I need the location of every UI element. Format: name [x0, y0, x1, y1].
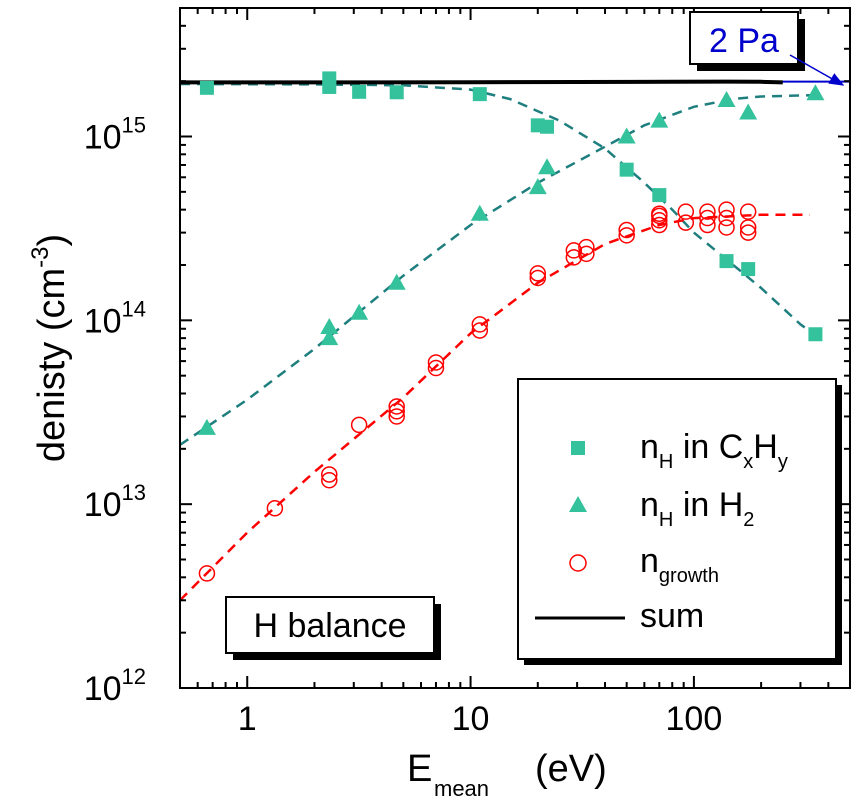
svg-text:mean: mean [434, 776, 489, 801]
y-tick-label: 1015 [84, 112, 146, 156]
marker-ngrowth [677, 203, 695, 220]
sum-line [180, 79, 783, 85]
marker-nH_CxHy [352, 84, 367, 99]
svg-text:2 Pa: 2 Pa [709, 22, 779, 60]
svg-text:nH in H2: nH in H2 [640, 486, 754, 531]
marker-ngrowth [739, 219, 757, 236]
marker-ngrowth [529, 265, 547, 282]
axis-ticks [179, 7, 851, 689]
x-tick-label: 10 [452, 700, 490, 738]
legend-triangle-marker [569, 496, 587, 512]
marker-ngrowth [388, 403, 405, 420]
marker-ngrowth [677, 214, 695, 231]
y-tick-labels: 1012 1013 1014 1015 [84, 112, 146, 708]
marker-nH_H2 [528, 178, 547, 195]
pressure-annotation: 2 Pa [689, 11, 845, 86]
x-tick-label: 1 [238, 700, 257, 738]
svg-text:denisty (cm-3): denisty (cm-3) [27, 234, 73, 462]
marker-ngrowth [565, 249, 583, 266]
marker-ngrowth [266, 500, 284, 517]
marker-ngrowth [578, 238, 595, 256]
svg-text:H balance: H balance [253, 607, 406, 645]
marker-nH_CxHy [199, 80, 214, 95]
marker-nH_H2 [320, 329, 339, 346]
svg-text:E: E [407, 748, 432, 790]
marker-ngrowth [718, 219, 735, 236]
y-tick-label: 1014 [84, 296, 146, 340]
marker-ngrowth [471, 316, 489, 333]
marker-nH_CxHy [540, 119, 555, 134]
marker-ngrowth [651, 205, 668, 222]
marker-nH_H2 [470, 204, 489, 221]
legend: nH in CxHy nH in H2 ngrowth sum [517, 378, 842, 665]
y-tick-label: 1012 [84, 664, 146, 708]
marker-nH_CxHy [741, 262, 756, 277]
marker-nH_CxHy [472, 87, 487, 102]
marker-ngrowth [578, 245, 595, 263]
marker-nH_CxHy [322, 79, 337, 94]
marker-ngrowth [350, 416, 368, 434]
marker-nH_H2 [739, 103, 758, 120]
y-axis-label: denisty (cm-3) [27, 234, 73, 462]
legend-circle-marker [569, 554, 587, 572]
marker-ngrowth [529, 269, 547, 287]
legend-square-marker [571, 441, 585, 455]
x-tick-labels: 1 10 100 [238, 700, 722, 738]
y-tick-label: 1013 [84, 480, 146, 524]
marker-ngrowth [427, 354, 445, 371]
marker-ngrowth [565, 242, 583, 259]
marker-ngrowth [471, 322, 489, 339]
svg-text:nH in CxHy: nH in CxHy [640, 428, 788, 473]
legend-entry-nH-CxHy: nH in CxHy [571, 428, 788, 473]
marker-nH_H2 [197, 418, 216, 435]
legend-entry-nH-H2: nH in H2 [569, 486, 754, 531]
marker-ngrowth [651, 212, 668, 229]
marker-ngrowth [699, 209, 716, 227]
legend-entry-sum: sum [535, 597, 704, 635]
legend-entry-ngrowth: ngrowth [569, 542, 719, 587]
marker-ngrowth [427, 359, 445, 377]
x-tick-label: 100 [666, 700, 723, 738]
marker-nH_H2 [387, 273, 406, 290]
marker-nH_CxHy [719, 254, 734, 269]
x-axis-label: E mean (eV) [407, 748, 607, 801]
marker-ngrowth [321, 466, 338, 483]
data-markers [197, 71, 825, 582]
marker-nH_H2 [538, 158, 557, 175]
fit-curve-fit_CxHy [180, 82, 817, 337]
fit-curve-fit_growth [180, 213, 810, 602]
marker-nH_H2 [806, 84, 825, 101]
marker-ngrowth [739, 203, 757, 220]
marker-ngrowth [699, 203, 716, 220]
svg-text:(eV): (eV) [535, 748, 607, 790]
marker-nH_CxHy [619, 162, 634, 177]
marker-ngrowth [651, 216, 668, 234]
fit-curve-fit_H2 [180, 93, 816, 446]
marker-ngrowth [321, 471, 338, 489]
marker-nH_H2 [320, 317, 339, 334]
marker-nH_CxHy [389, 85, 404, 100]
marker-nH_H2 [650, 111, 669, 128]
marker-ngrowth [718, 201, 735, 218]
marker-ngrowth [739, 224, 757, 241]
sum-series [180, 79, 783, 85]
marker-nH_H2 [717, 90, 736, 107]
marker-ngrowth [388, 408, 405, 425]
marker-nH_CxHy [808, 327, 823, 342]
marker-ngrowth [198, 565, 216, 582]
svg-text:ngrowth: ngrowth [640, 542, 719, 587]
marker-ngrowth [718, 209, 735, 227]
marker-nH_H2 [350, 303, 369, 320]
marker-ngrowth [388, 398, 405, 415]
marker-ngrowth [618, 227, 635, 244]
marker-ngrowth [618, 221, 635, 239]
svg-text:sum: sum [640, 597, 704, 635]
marker-ngrowth [699, 216, 716, 234]
marker-nH_CxHy [652, 188, 667, 203]
marker-nH_H2 [617, 127, 636, 144]
balance-annotation: H balance [225, 596, 441, 660]
